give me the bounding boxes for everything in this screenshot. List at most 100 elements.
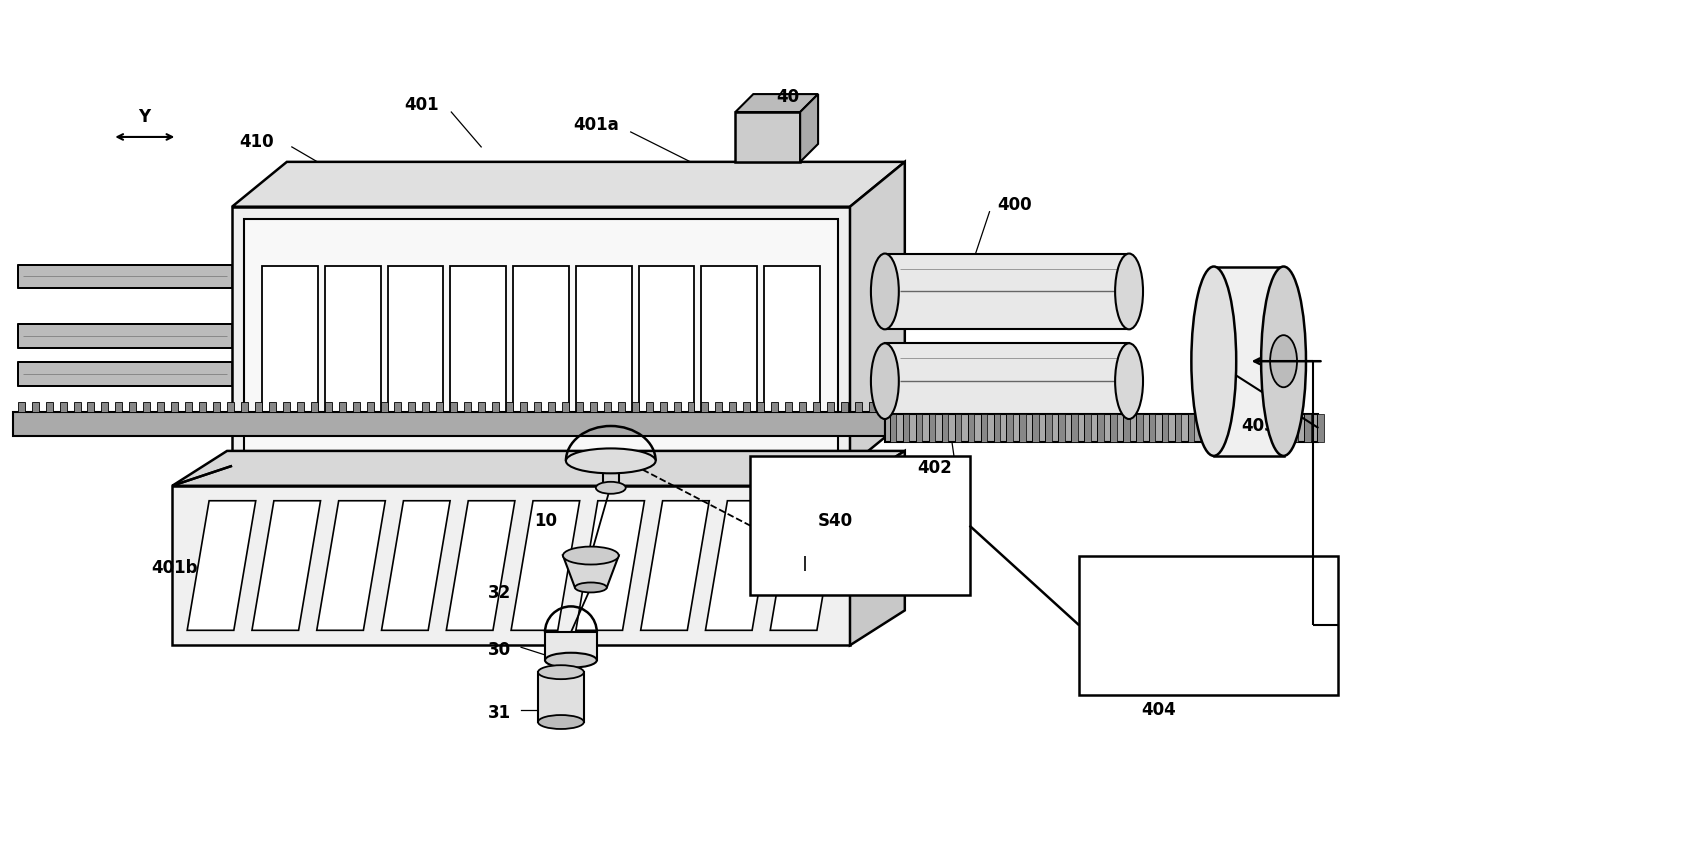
Polygon shape <box>545 632 597 660</box>
Polygon shape <box>1135 414 1142 442</box>
Polygon shape <box>904 414 909 442</box>
Polygon shape <box>506 402 513 412</box>
Polygon shape <box>1213 414 1220 442</box>
Polygon shape <box>17 402 25 412</box>
Polygon shape <box>479 402 486 412</box>
Polygon shape <box>17 362 232 386</box>
Ellipse shape <box>538 715 584 729</box>
Polygon shape <box>1174 414 1181 442</box>
Bar <box>638 266 694 411</box>
Polygon shape <box>213 402 220 412</box>
Bar <box>325 266 381 411</box>
Polygon shape <box>604 402 611 412</box>
Polygon shape <box>88 402 95 412</box>
Polygon shape <box>437 402 443 412</box>
Text: 31: 31 <box>487 704 511 722</box>
Polygon shape <box>1110 414 1117 442</box>
Polygon shape <box>144 402 151 412</box>
Polygon shape <box>641 501 709 630</box>
Polygon shape <box>1007 414 1014 442</box>
Polygon shape <box>311 402 318 412</box>
Text: 404: 404 <box>1142 701 1176 719</box>
Text: 40: 40 <box>777 88 800 106</box>
Polygon shape <box>890 414 897 442</box>
Text: 30: 30 <box>487 641 511 659</box>
Polygon shape <box>1252 414 1259 442</box>
Polygon shape <box>770 501 839 630</box>
Polygon shape <box>1123 414 1130 442</box>
Ellipse shape <box>1271 335 1298 387</box>
Polygon shape <box>993 414 1000 442</box>
Polygon shape <box>915 414 922 442</box>
Polygon shape <box>519 402 526 412</box>
Ellipse shape <box>538 665 584 679</box>
Bar <box>450 266 506 411</box>
Text: 401: 401 <box>404 96 438 114</box>
Polygon shape <box>1213 266 1284 456</box>
Polygon shape <box>1071 414 1078 442</box>
Polygon shape <box>1201 414 1208 442</box>
Ellipse shape <box>563 547 619 564</box>
Text: Y: Y <box>139 108 151 126</box>
Polygon shape <box>367 402 374 412</box>
Polygon shape <box>673 402 680 412</box>
Text: 400: 400 <box>997 195 1032 214</box>
Polygon shape <box>252 501 320 630</box>
Polygon shape <box>800 94 819 162</box>
Text: 32: 32 <box>487 585 511 602</box>
Bar <box>262 266 318 411</box>
Polygon shape <box>450 402 457 412</box>
Bar <box>513 266 569 411</box>
Polygon shape <box>232 162 905 206</box>
Polygon shape <box>1266 414 1272 442</box>
Polygon shape <box>1085 414 1091 442</box>
Polygon shape <box>535 402 541 412</box>
Polygon shape <box>232 206 849 466</box>
Polygon shape <box>591 402 597 412</box>
Polygon shape <box>316 501 386 630</box>
Polygon shape <box>814 402 821 412</box>
Polygon shape <box>799 402 805 412</box>
Polygon shape <box>1305 414 1311 442</box>
Text: 10: 10 <box>535 512 557 530</box>
Ellipse shape <box>565 448 655 473</box>
Polygon shape <box>511 501 580 630</box>
Polygon shape <box>841 402 848 412</box>
Polygon shape <box>1162 414 1169 442</box>
Ellipse shape <box>1115 254 1144 329</box>
Polygon shape <box>200 402 206 412</box>
Polygon shape <box>188 501 255 630</box>
Polygon shape <box>660 402 667 412</box>
Polygon shape <box>338 402 345 412</box>
Polygon shape <box>423 402 430 412</box>
Polygon shape <box>706 501 773 630</box>
Polygon shape <box>1058 414 1064 442</box>
Bar <box>575 266 631 411</box>
Bar <box>244 218 838 454</box>
Polygon shape <box>283 402 289 412</box>
Polygon shape <box>227 402 233 412</box>
Polygon shape <box>394 402 401 412</box>
Polygon shape <box>885 414 1318 442</box>
Polygon shape <box>1291 414 1298 442</box>
Polygon shape <box>352 402 360 412</box>
Bar <box>765 266 821 411</box>
Bar <box>750 456 970 596</box>
Polygon shape <box>492 402 499 412</box>
Text: 401b: 401b <box>151 558 198 576</box>
Polygon shape <box>73 402 81 412</box>
Ellipse shape <box>575 583 607 592</box>
Polygon shape <box>772 402 778 412</box>
Ellipse shape <box>1191 266 1237 456</box>
Polygon shape <box>1279 414 1284 442</box>
Polygon shape <box>17 265 232 288</box>
Polygon shape <box>743 402 750 412</box>
Polygon shape <box>1149 414 1156 442</box>
Polygon shape <box>575 402 582 412</box>
Polygon shape <box>464 402 472 412</box>
Polygon shape <box>381 402 387 412</box>
Polygon shape <box>296 402 305 412</box>
Bar <box>538 673 584 722</box>
Text: 410: 410 <box>240 133 274 151</box>
Polygon shape <box>827 402 834 412</box>
